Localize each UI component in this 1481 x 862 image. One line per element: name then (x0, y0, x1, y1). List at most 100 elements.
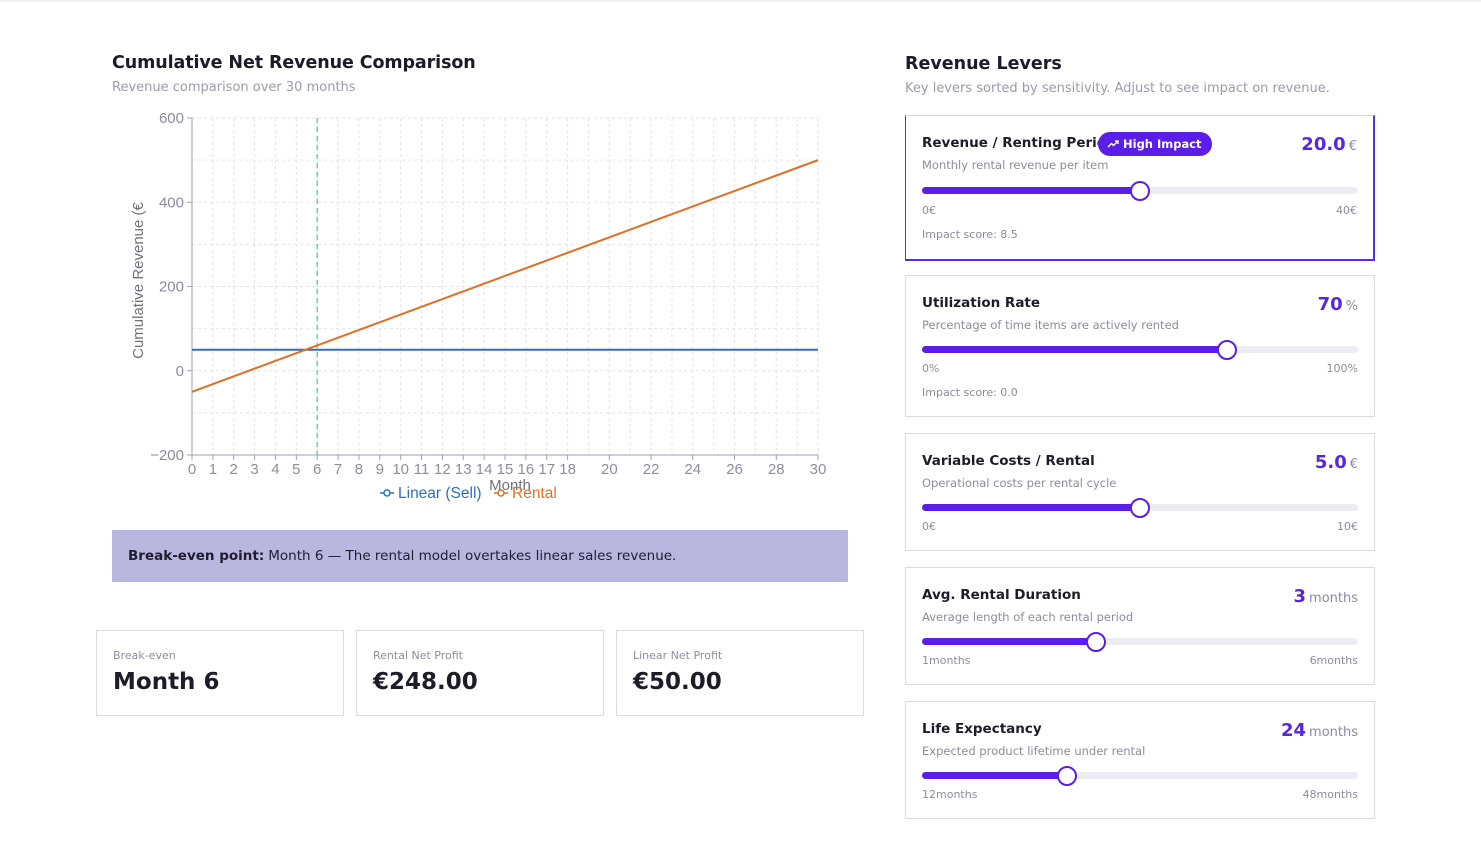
y-tick-label: 600 (159, 110, 184, 127)
legend-rental-label: Rental (512, 485, 557, 502)
lever-value-unit: € (1348, 139, 1357, 154)
levers-subtitle: Key levers sorted by sensitivity. Adjust… (905, 81, 1330, 96)
lever-name: Revenue / Renting Period (922, 135, 1116, 151)
breakeven-text: Month 6 — The rental model overtakes lin… (268, 548, 677, 564)
x-tick-label: 14 (476, 461, 493, 478)
lever-description: Operational costs per rental cycle (922, 476, 1117, 490)
x-tick-label: 5 (292, 461, 300, 478)
x-tick-label: 12 (434, 461, 451, 478)
slider-thumb[interactable] (1086, 632, 1107, 652)
lever-card-life-expectancy[interactable]: Life Expectancy 24 months Expected produc… (905, 701, 1375, 819)
lever-name: Utilization Rate (922, 295, 1041, 311)
stat-value: Month 6 (113, 669, 220, 695)
badge-label: High Impact (1123, 137, 1202, 151)
legend-linear-label: Linear (Sell) (398, 485, 482, 502)
slider-thumb[interactable] (1057, 766, 1078, 786)
lever-slider[interactable] (922, 632, 1358, 652)
lever-value-number: 70 (1317, 294, 1343, 315)
impact-score: Impact score: 8.5 (922, 228, 1018, 241)
lever-name: Avg. Rental Duration (922, 587, 1081, 603)
levers-title: Revenue Levers (905, 54, 1062, 74)
slider-fill (922, 638, 1097, 645)
x-tick-label: 1 (209, 461, 217, 478)
stat-value: €248.00 (373, 669, 478, 695)
x-tick-label: 20 (601, 461, 618, 478)
lever-description: Expected product lifetime under rental (922, 744, 1146, 758)
lever-slider[interactable] (922, 498, 1358, 518)
lever-card-utilization[interactable]: Utilization Rate 70% Percentage of time … (905, 275, 1375, 417)
lever-slider[interactable] (922, 340, 1358, 360)
impact-score: Impact score: 0.0 (922, 386, 1018, 399)
breakeven-label: Break-even point: (128, 548, 265, 564)
lever-value: 70% (1318, 294, 1358, 315)
lever-value-number: 3 (1293, 586, 1307, 607)
x-tick-label: 17 (538, 461, 555, 478)
y-tick-label: 400 (159, 194, 184, 211)
stat-card-rental-profit: Rental Net Profit €248.00 (356, 630, 604, 716)
lever-slider[interactable] (922, 766, 1358, 786)
x-tick-label: 8 (355, 461, 363, 478)
slider-fill (922, 187, 1140, 194)
stat-card-linear-profit: Linear Net Profit €50.00 (616, 630, 864, 716)
y-axis-title: Cumulative Revenue (€ (130, 201, 147, 358)
x-tick-label: 16 (518, 461, 535, 478)
slider-min-label: 0% (922, 362, 940, 375)
top-divider (0, 0, 1481, 2)
x-tick-label: 10 (392, 461, 409, 478)
x-tick-label: 6 (313, 461, 321, 478)
slider-max-label: 6months (1309, 654, 1358, 667)
breakeven-banner: Break-even point: Month 6 — The rental m… (112, 530, 848, 582)
lever-value: 5.0 € (1315, 452, 1358, 473)
x-tick-label: 9 (376, 461, 384, 478)
slider-min-label: 0€ (922, 204, 936, 217)
y-tick-label: −200 (150, 447, 184, 464)
x-tick-label: 2 (230, 461, 238, 478)
x-tick-label: 4 (271, 461, 279, 478)
lever-slider[interactable] (922, 181, 1358, 201)
x-tick-label: 0 (188, 461, 196, 478)
stat-label: Linear Net Profit (633, 649, 723, 662)
x-tick-label: 24 (684, 461, 701, 478)
x-tick-label: 15 (497, 461, 514, 478)
x-tick-label: 7 (334, 461, 342, 478)
x-tick-label: 18 (559, 461, 576, 478)
x-tick-label: 3 (250, 461, 258, 478)
slider-max-label: 10€ (1337, 520, 1358, 533)
lever-value-number: 20.0 (1301, 134, 1346, 155)
y-tick-label: 0 (176, 363, 184, 380)
lever-card-revenue[interactable]: Revenue / Renting Period High Impact 20.… (905, 115, 1375, 261)
chart-subtitle: Revenue comparison over 30 months (112, 80, 356, 95)
slider-max-label: 48months (1302, 788, 1358, 801)
high-impact-badge: High Impact (1098, 132, 1212, 156)
stat-value: €50.00 (633, 669, 722, 695)
lever-value-unit: % (1345, 299, 1358, 314)
lever-description: Percentage of time items are actively re… (922, 318, 1179, 332)
lever-value-unit: months (1309, 591, 1358, 606)
slider-max-label: 100% (1326, 362, 1358, 375)
stat-card-breakeven: Break-even Month 6 (96, 630, 344, 716)
lever-value-unit: months (1309, 725, 1358, 740)
x-tick-label: 30 (810, 461, 827, 478)
slider-thumb[interactable] (1130, 498, 1150, 518)
x-tick-label: 13 (455, 461, 472, 478)
slider-thumb[interactable] (1130, 181, 1150, 201)
lever-card-rental-duration[interactable]: Avg. Rental Duration 3 months Average len… (905, 567, 1375, 685)
lever-value: 24 months (1281, 720, 1358, 741)
slider-fill (922, 346, 1228, 353)
lever-name: Variable Costs / Rental (922, 453, 1095, 469)
slider-min-label: 0€ (922, 520, 936, 533)
x-tick-label: 26 (726, 461, 743, 478)
slider-fill (922, 504, 1140, 511)
x-tick-label: 11 (414, 461, 430, 478)
slider-fill (922, 772, 1068, 779)
lever-value: 3 months (1294, 586, 1359, 607)
lever-card-variable-costs[interactable]: Variable Costs / Rental 5.0 € Operational… (905, 433, 1375, 551)
chart-title: Cumulative Net Revenue Comparison (112, 53, 476, 73)
lever-name: Life Expectancy (922, 721, 1042, 737)
legend-marker-dot (383, 489, 391, 497)
slider-max-label: 40€ (1336, 204, 1357, 217)
stat-label: Break-even (113, 649, 176, 662)
slider-thumb[interactable] (1217, 340, 1238, 360)
lever-value-number: 5.0 (1314, 452, 1347, 473)
